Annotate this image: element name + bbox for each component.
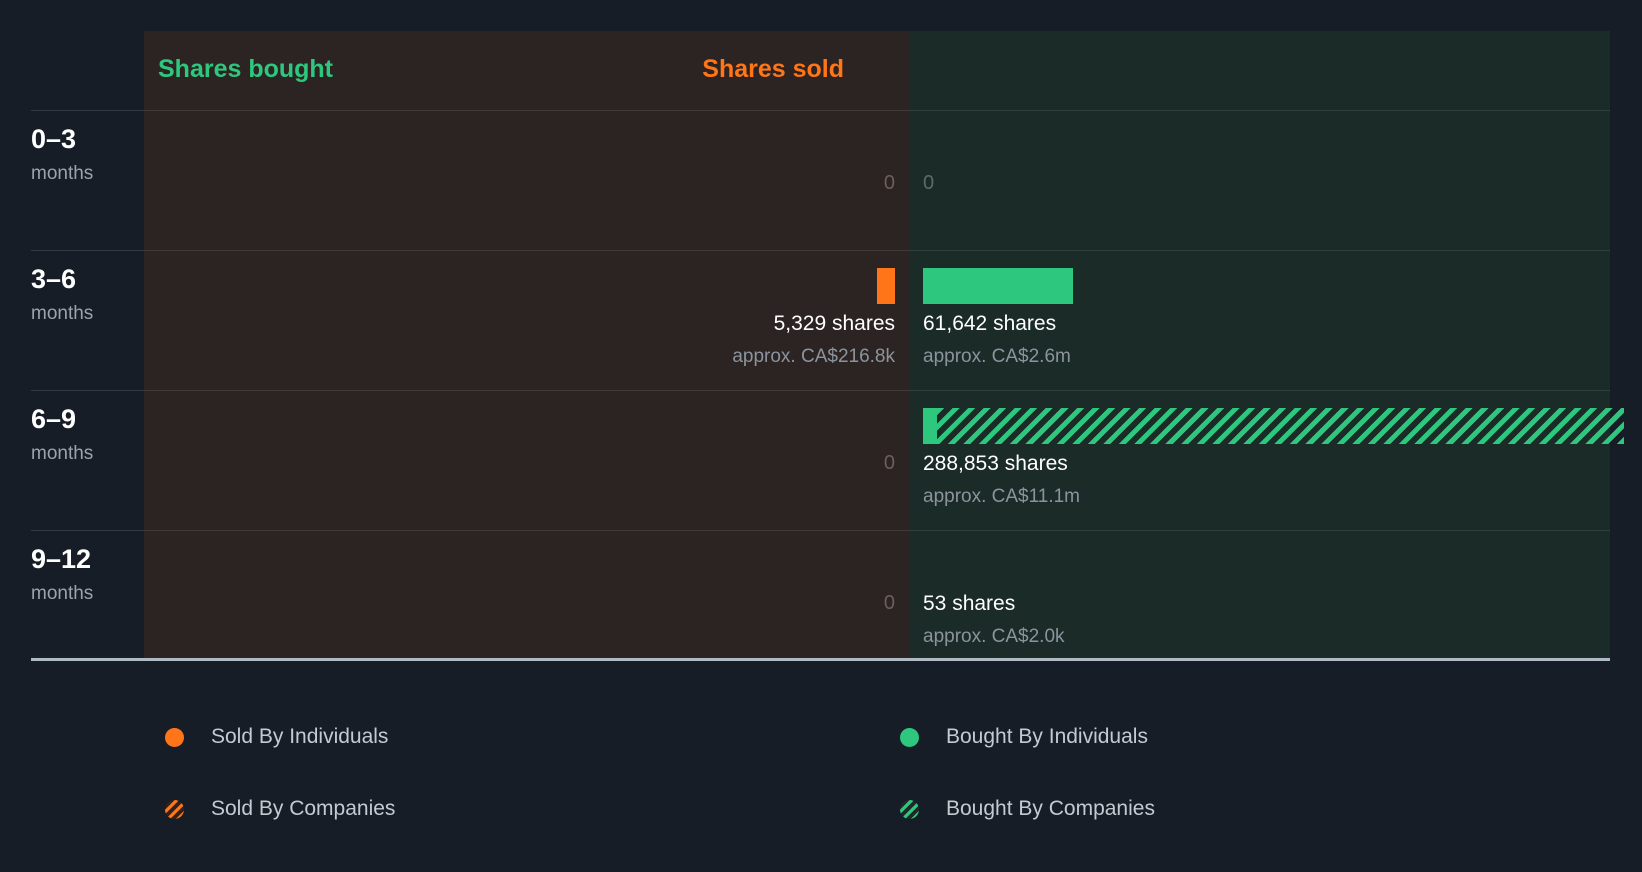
bought-shares-value: 61,642 shares [923, 312, 1057, 335]
chart-row: 6–9 months 0 288,853 shares approx. CA$11.1m [0, 390, 1642, 530]
row-category-range: 9–12 [31, 544, 92, 574]
row-bought-side: 61,642 shares approx. CA$2.6m [909, 250, 1642, 390]
sold-zero-value: 0 [883, 172, 895, 194]
legend-item[interactable]: Sold By Companies [165, 797, 395, 821]
row-sold-side: 0 [144, 110, 909, 250]
bought-approx-value: approx. CA$2.6m [923, 346, 1071, 367]
row-separator-label-side [31, 250, 144, 251]
bought-solid-bar-segment [923, 268, 1073, 304]
bought-zero-value: 0 [923, 172, 935, 194]
sold-zero-value: 0 [883, 452, 895, 474]
legend-item-label: Sold By Individuals [211, 725, 389, 748]
bought-bar [923, 268, 1073, 304]
bought-shares-value: 288,853 shares [923, 452, 1068, 475]
row-category-label: 3–6 months [31, 266, 141, 325]
legend-swatch-icon [165, 799, 184, 819]
row-category-range: 0–3 [31, 124, 77, 154]
row-sold-side: 0 [144, 530, 909, 670]
legend-item[interactable]: Bought By Individuals [900, 725, 1148, 749]
bought-shares-value: 53 shares [923, 592, 1016, 615]
shares-bought-header: Shares bought [158, 55, 334, 83]
row-separator-label-side [31, 390, 144, 391]
bought-approx-value: approx. CA$2.0k [923, 626, 1065, 647]
legend-item-label: Bought By Individuals [946, 725, 1148, 748]
legend-item-label: Bought By Companies [946, 797, 1155, 820]
axis-baseline [31, 658, 1610, 661]
row-sold-side: 5,329 shares approx. CA$216.8k [144, 250, 909, 390]
row-bought-side: 288,853 shares approx. CA$11.1m [909, 390, 1642, 530]
chart-row: 9–12 months 0 53 shares approx. CA$2.0k [0, 530, 1642, 670]
row-category-unit: months [31, 583, 94, 604]
chart-row: 0–3 months 0 0 [0, 110, 1642, 250]
bought-approx-value: approx. CA$11.1m [923, 486, 1081, 507]
bought-bar [923, 408, 1624, 444]
row-separator-label-side [31, 530, 144, 531]
row-category-label: 0–3 months [31, 126, 141, 185]
sold-bar [877, 268, 895, 304]
row-category-range: 6–9 [31, 404, 77, 434]
row-separator [144, 390, 1610, 391]
sold-solid-bar-segment [877, 268, 895, 304]
shares-sold-header: Shares sold [702, 55, 844, 83]
legend-swatch-icon [900, 799, 919, 819]
chart-legend: Sold By Individuals Bought By Individuals… [0, 680, 1642, 860]
row-category-unit: months [31, 163, 94, 184]
row-bought-side: 0 [909, 110, 1642, 250]
row-separator-label-side [31, 110, 144, 111]
sold-shares-value: 5,329 shares [773, 312, 895, 335]
shares-sold-panel [144, 31, 909, 660]
legend-item[interactable]: Sold By Individuals [165, 725, 388, 749]
row-category-label: 6–9 months [31, 406, 141, 465]
row-category-range: 3–6 [31, 264, 77, 294]
chart-row: 3–6 months 5,329 shares approx. CA$216.8k 61… [0, 250, 1642, 390]
row-separator [144, 530, 1610, 531]
sold-approx-value: approx. CA$216.8k [732, 346, 895, 367]
sold-zero-value: 0 [883, 592, 895, 614]
row-separator [144, 250, 1610, 251]
bought-solid-bar-segment [923, 408, 937, 444]
row-category-label: 9–12 months [31, 546, 141, 605]
legend-item-label: Sold By Companies [211, 797, 396, 820]
legend-swatch-icon [900, 727, 919, 747]
bought-hatched-bar-segment [937, 408, 1624, 444]
legend-swatch-icon [165, 727, 184, 747]
row-category-unit: months [31, 443, 94, 464]
chart-header: Shares sold Shares bought [144, 31, 1610, 110]
row-separator [144, 110, 1610, 111]
row-bought-side: 53 shares approx. CA$2.0k [909, 530, 1642, 670]
shares-bought-panel [909, 31, 1610, 660]
legend-item[interactable]: Bought By Companies [900, 797, 1155, 821]
row-sold-side: 0 [144, 390, 909, 530]
row-category-unit: months [31, 303, 94, 324]
